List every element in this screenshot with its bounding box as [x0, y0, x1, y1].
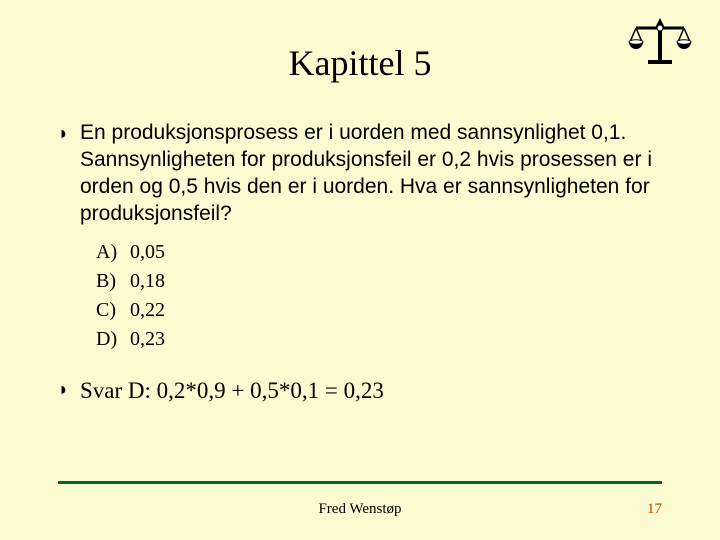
option-c: C) 0,22: [96, 296, 662, 325]
options-list: A) 0,05 B) 0,18 C) 0,22 D) 0,23: [96, 238, 662, 354]
option-a: A) 0,05: [96, 238, 662, 267]
bullet-icon: ◗: [58, 120, 80, 146]
option-value: 0,18: [130, 267, 165, 296]
bullet-icon: ◗: [58, 376, 80, 402]
footer-page-number: 17: [647, 501, 662, 518]
divider-rule: [58, 481, 662, 484]
slide-title: Kapittel 5: [0, 42, 720, 84]
option-letter: A): [96, 238, 130, 267]
option-letter: C): [96, 296, 130, 325]
option-value: 0,23: [130, 325, 165, 354]
option-value: 0,22: [130, 296, 165, 325]
option-letter: D): [96, 325, 130, 354]
question-text: En produksjonsprosess er i uorden med sa…: [80, 120, 662, 228]
footer-author: Fred Wenstøp: [0, 501, 720, 518]
question-block: ◗ En produksjonsprosess er i uorden med …: [58, 120, 662, 228]
slide-content: ◗ En produksjonsprosess er i uorden med …: [58, 120, 662, 413]
option-b: B) 0,18: [96, 267, 662, 296]
slide: Kapittel 5 ◗ En produksjonsprosess er i …: [0, 0, 720, 540]
answer-text: Svar D: 0,2*0,9 + 0,5*0,1 = 0,23: [80, 376, 384, 406]
answer-block: ◗ Svar D: 0,2*0,9 + 0,5*0,1 = 0,23: [58, 376, 662, 406]
option-letter: B): [96, 267, 130, 296]
option-value: 0,05: [130, 238, 165, 267]
option-d: D) 0,23: [96, 325, 662, 354]
